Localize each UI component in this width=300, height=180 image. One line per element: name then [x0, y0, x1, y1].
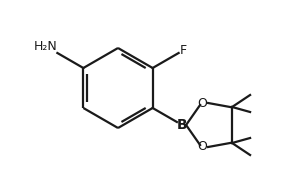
Text: O: O [197, 96, 207, 109]
Text: F: F [179, 44, 187, 57]
Text: H₂N: H₂N [33, 39, 57, 53]
Text: O: O [197, 141, 207, 154]
Text: B: B [177, 118, 188, 132]
